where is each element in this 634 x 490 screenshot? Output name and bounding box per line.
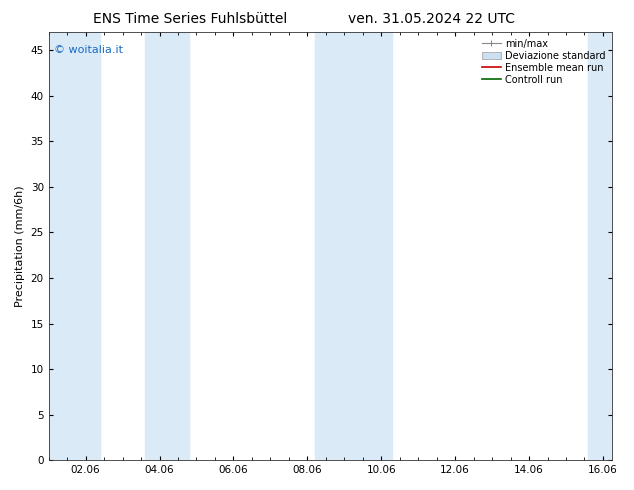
Bar (49, 32, 100, 460)
Text: © woitalia.it: © woitalia.it (55, 45, 123, 55)
Bar (314, 32, 392, 460)
Text: ven. 31.05.2024 22 UTC: ven. 31.05.2024 22 UTC (347, 12, 515, 26)
Bar (588, 32, 612, 460)
Text: ENS Time Series Fuhlsbüttel: ENS Time Series Fuhlsbüttel (93, 12, 287, 26)
Bar (145, 32, 189, 460)
Y-axis label: Precipitation (mm/6h): Precipitation (mm/6h) (15, 185, 25, 307)
Legend: min/max, Deviazione standard, Ensemble mean run, Controll run: min/max, Deviazione standard, Ensemble m… (479, 37, 607, 87)
